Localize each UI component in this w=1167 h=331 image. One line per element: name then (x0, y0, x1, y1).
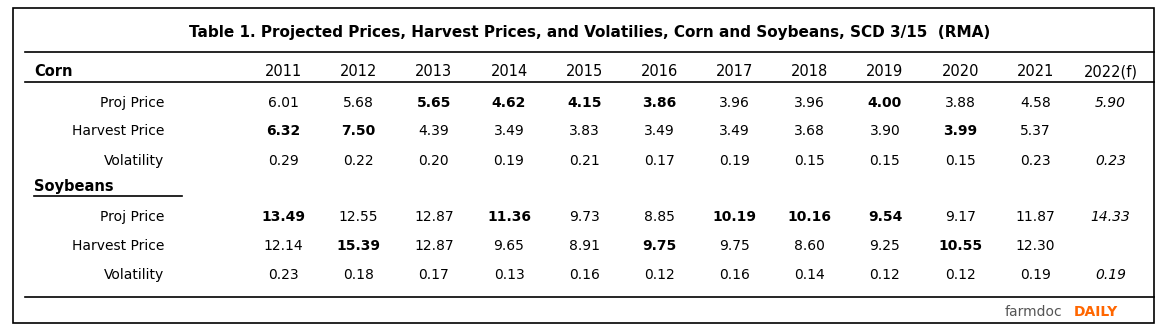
Text: 4.15: 4.15 (567, 96, 601, 110)
Text: 2016: 2016 (641, 65, 678, 79)
Text: 0.15: 0.15 (795, 154, 825, 167)
Text: 6.32: 6.32 (266, 124, 301, 138)
Text: 4.00: 4.00 (868, 96, 902, 110)
Text: 0.13: 0.13 (494, 268, 524, 282)
Text: 0.19: 0.19 (494, 154, 524, 167)
Text: 3.83: 3.83 (568, 124, 600, 138)
Text: 0.16: 0.16 (719, 268, 750, 282)
Text: 2022(f): 2022(f) (1083, 65, 1138, 79)
Text: 8.85: 8.85 (644, 210, 675, 224)
Text: 0.14: 0.14 (795, 268, 825, 282)
Text: 2020: 2020 (942, 65, 979, 79)
Text: 0.17: 0.17 (419, 268, 449, 282)
Text: 3.90: 3.90 (869, 124, 901, 138)
Text: 9.73: 9.73 (568, 210, 600, 224)
Text: 0.12: 0.12 (644, 268, 675, 282)
Text: 5.68: 5.68 (343, 96, 375, 110)
Text: 2013: 2013 (415, 65, 453, 79)
Text: 10.55: 10.55 (938, 239, 983, 253)
Text: Table 1. Projected Prices, Harvest Prices, and Volatilies, Corn and Soybeans, SC: Table 1. Projected Prices, Harvest Price… (189, 25, 990, 40)
Text: 14.33: 14.33 (1091, 210, 1131, 224)
Text: 12.14: 12.14 (264, 239, 303, 253)
Text: 0.12: 0.12 (945, 268, 976, 282)
Text: 0.21: 0.21 (568, 154, 600, 167)
Text: 11.87: 11.87 (1015, 210, 1055, 224)
Text: 12.30: 12.30 (1015, 239, 1055, 253)
Text: 9.75: 9.75 (642, 239, 677, 253)
Text: Soybeans: Soybeans (34, 179, 113, 194)
Text: 0.19: 0.19 (719, 154, 750, 167)
Text: 3.49: 3.49 (494, 124, 524, 138)
Text: 0.20: 0.20 (419, 154, 449, 167)
Text: Volatility: Volatility (104, 268, 165, 282)
Text: 4.39: 4.39 (419, 124, 449, 138)
Text: 9.25: 9.25 (869, 239, 901, 253)
Text: 9.54: 9.54 (868, 210, 902, 224)
Text: 12.87: 12.87 (414, 239, 454, 253)
Text: farmdoc: farmdoc (1005, 305, 1063, 318)
Text: 0.23: 0.23 (268, 268, 299, 282)
Text: 2011: 2011 (265, 65, 302, 79)
Text: Proj Price: Proj Price (100, 96, 165, 110)
Text: 10.16: 10.16 (788, 210, 832, 224)
Text: 3.88: 3.88 (945, 96, 976, 110)
Text: Harvest Price: Harvest Price (72, 124, 165, 138)
Text: 7.50: 7.50 (342, 124, 376, 138)
Text: 3.68: 3.68 (795, 124, 825, 138)
Text: 6.01: 6.01 (268, 96, 299, 110)
Text: 3.99: 3.99 (943, 124, 977, 138)
Text: 8.60: 8.60 (795, 239, 825, 253)
Text: DAILY: DAILY (1074, 305, 1118, 318)
Text: 3.49: 3.49 (644, 124, 675, 138)
Text: 9.17: 9.17 (945, 210, 976, 224)
Text: 0.12: 0.12 (869, 268, 901, 282)
Text: 0.17: 0.17 (644, 154, 675, 167)
Text: 0.16: 0.16 (568, 268, 600, 282)
Text: 0.19: 0.19 (1020, 268, 1050, 282)
Text: 0.23: 0.23 (1095, 154, 1126, 167)
Text: 11.36: 11.36 (487, 210, 531, 224)
Text: Corn: Corn (34, 65, 72, 79)
Text: 0.19: 0.19 (1095, 268, 1126, 282)
Text: 3.96: 3.96 (719, 96, 750, 110)
Text: 10.19: 10.19 (713, 210, 756, 224)
Text: 15.39: 15.39 (336, 239, 380, 253)
Text: 0.15: 0.15 (945, 154, 976, 167)
Text: 2021: 2021 (1016, 65, 1054, 79)
Text: Proj Price: Proj Price (100, 210, 165, 224)
Text: 9.65: 9.65 (494, 239, 524, 253)
Text: 4.62: 4.62 (491, 96, 526, 110)
Text: Volatility: Volatility (104, 154, 165, 167)
Text: 4.58: 4.58 (1020, 96, 1050, 110)
Text: 0.22: 0.22 (343, 154, 373, 167)
Text: Harvest Price: Harvest Price (72, 239, 165, 253)
Text: 3.86: 3.86 (642, 96, 677, 110)
Text: 0.18: 0.18 (343, 268, 375, 282)
Text: 13.49: 13.49 (261, 210, 306, 224)
FancyBboxPatch shape (13, 8, 1154, 323)
Text: 2019: 2019 (866, 65, 903, 79)
Text: 2017: 2017 (715, 65, 753, 79)
Text: 12.87: 12.87 (414, 210, 454, 224)
Text: 9.75: 9.75 (719, 239, 750, 253)
Text: 3.96: 3.96 (795, 96, 825, 110)
Text: 0.15: 0.15 (869, 154, 901, 167)
Text: 12.55: 12.55 (338, 210, 378, 224)
Text: 2012: 2012 (340, 65, 377, 79)
Text: 3.49: 3.49 (719, 124, 750, 138)
Text: 5.90: 5.90 (1095, 96, 1126, 110)
Text: 8.91: 8.91 (568, 239, 600, 253)
Text: 0.23: 0.23 (1020, 154, 1050, 167)
Text: 2015: 2015 (566, 65, 603, 79)
Text: 2014: 2014 (490, 65, 527, 79)
Text: 2018: 2018 (791, 65, 829, 79)
Text: 0.29: 0.29 (268, 154, 299, 167)
Text: 5.37: 5.37 (1020, 124, 1050, 138)
Text: 5.65: 5.65 (417, 96, 450, 110)
